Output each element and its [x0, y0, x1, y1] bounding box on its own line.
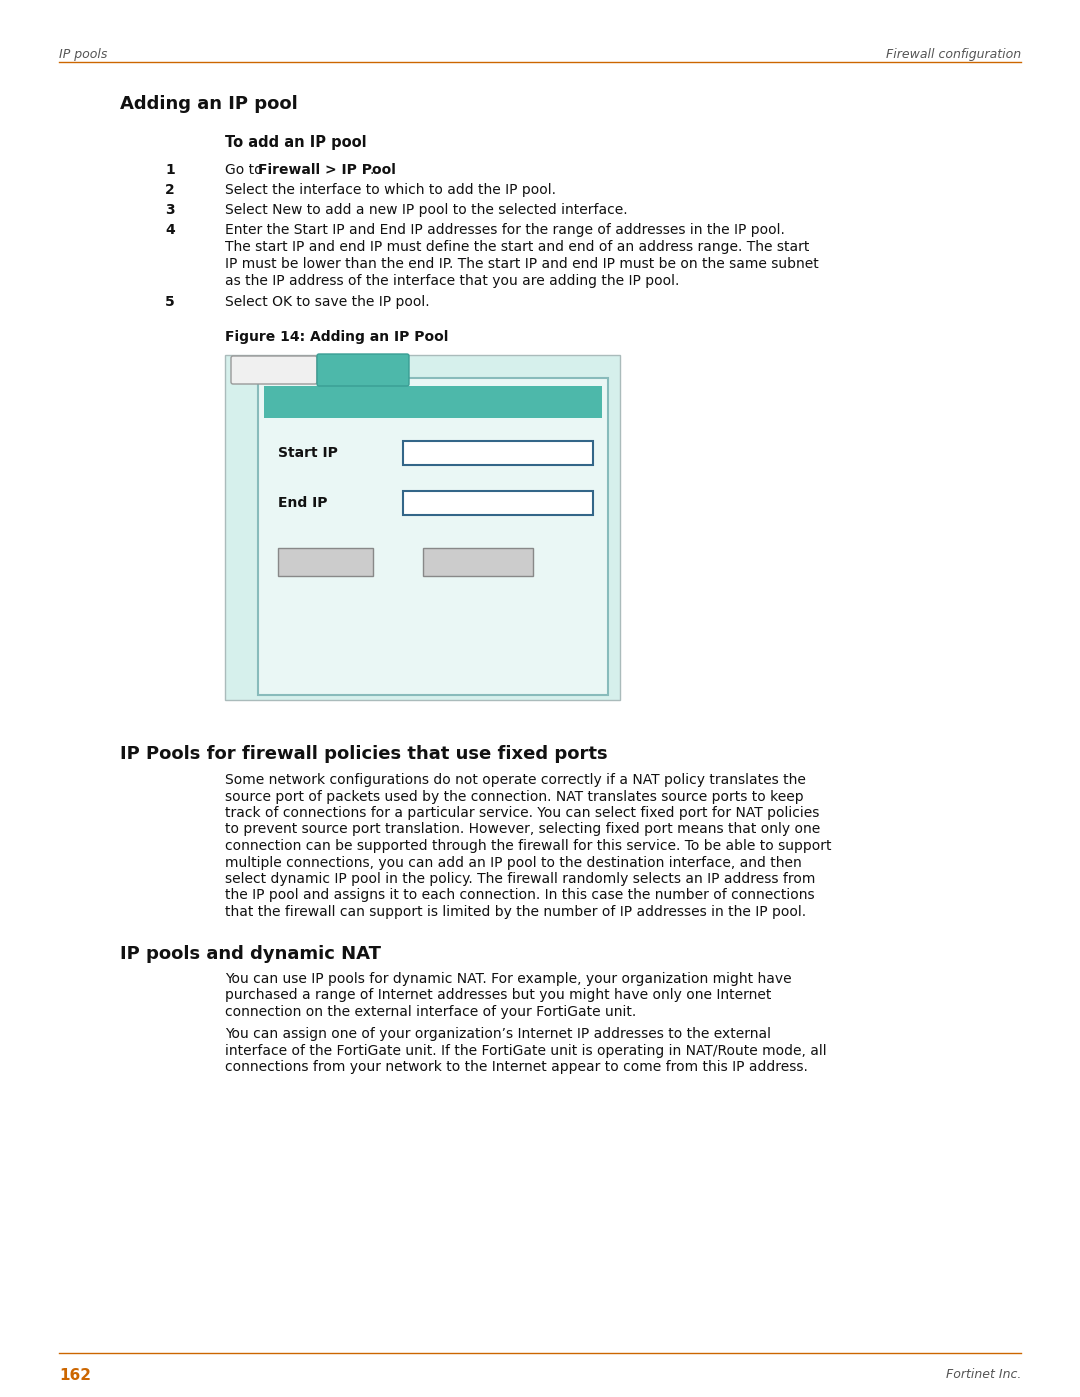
Text: select dynamic IP pool in the policy. The firewall randomly selects an IP addres: select dynamic IP pool in the policy. Th… [225, 872, 815, 886]
Text: connection on the external interface of your FortiGate unit.: connection on the external interface of … [225, 1004, 636, 1018]
Text: Some network configurations do not operate correctly if a NAT policy translates : Some network configurations do not opera… [225, 773, 806, 787]
Text: New Dynamic IP Pool: New Dynamic IP Pool [350, 395, 515, 409]
FancyBboxPatch shape [318, 353, 409, 386]
Text: IP pools: IP pools [59, 47, 107, 61]
Text: OK: OK [315, 555, 336, 569]
Text: To add an IP pool: To add an IP pool [225, 136, 366, 149]
FancyBboxPatch shape [231, 356, 318, 384]
Text: Start IP: Start IP [278, 446, 338, 460]
FancyBboxPatch shape [278, 548, 373, 576]
Text: The start IP and end IP must define the start and end of an address range. The s: The start IP and end IP must define the … [225, 240, 809, 254]
Text: IP must be lower than the end IP. The start IP and end IP must be on the same su: IP must be lower than the end IP. The st… [225, 257, 819, 271]
Text: Go to: Go to [225, 163, 267, 177]
Text: Cancel: Cancel [455, 555, 501, 569]
FancyBboxPatch shape [403, 490, 593, 515]
FancyBboxPatch shape [225, 355, 620, 700]
Text: 192.168.1.20: 192.168.1.20 [408, 496, 501, 510]
Text: Fortinet Inc.: Fortinet Inc. [946, 1368, 1021, 1382]
Text: 192.168.1.10: 192.168.1.10 [408, 446, 501, 460]
Text: interface of the FortiGate unit. If the FortiGate unit is operating in NAT/Route: interface of the FortiGate unit. If the … [225, 1044, 826, 1058]
Text: External: External [332, 363, 394, 377]
Text: You can assign one of your organization’s Internet IP addresses to the external: You can assign one of your organization’… [225, 1027, 771, 1041]
FancyBboxPatch shape [403, 441, 593, 465]
Text: 162: 162 [59, 1368, 91, 1383]
FancyBboxPatch shape [258, 379, 608, 694]
Text: IP pools and dynamic NAT: IP pools and dynamic NAT [120, 944, 381, 963]
Text: Internal: Internal [244, 363, 303, 377]
FancyBboxPatch shape [264, 386, 602, 418]
Text: purchased a range of Internet addresses but you might have only one Internet: purchased a range of Internet addresses … [225, 989, 771, 1003]
Text: multiple connections, you can add an IP pool to the destination interface, and t: multiple connections, you can add an IP … [225, 855, 801, 869]
Text: to prevent source port translation. However, selecting fixed port means that onl: to prevent source port translation. Howe… [225, 823, 820, 837]
Text: source port of packets used by the connection. NAT translates source ports to ke: source port of packets used by the conne… [225, 789, 804, 803]
Text: as the IP address of the interface that you are adding the IP pool.: as the IP address of the interface that … [225, 274, 679, 288]
Text: the IP pool and assigns it to each connection. In this case the number of connec: the IP pool and assigns it to each conne… [225, 888, 814, 902]
Text: 1: 1 [165, 163, 175, 177]
Text: Firewall configuration: Firewall configuration [886, 47, 1021, 61]
Text: Select OK to save the IP pool.: Select OK to save the IP pool. [225, 295, 430, 309]
Text: .: . [369, 163, 374, 177]
Text: that the firewall can support is limited by the number of IP addresses in the IP: that the firewall can support is limited… [225, 905, 806, 919]
Text: End IP: End IP [278, 496, 327, 510]
Text: Adding an IP pool: Adding an IP pool [120, 95, 298, 113]
Text: Select the interface to which to add the IP pool.: Select the interface to which to add the… [225, 183, 556, 197]
Text: 2: 2 [165, 183, 175, 197]
Text: IP Pools for firewall policies that use fixed ports: IP Pools for firewall policies that use … [120, 745, 608, 763]
FancyBboxPatch shape [423, 548, 534, 576]
Text: You can use IP pools for dynamic NAT. For example, your organization might have: You can use IP pools for dynamic NAT. Fo… [225, 972, 792, 986]
Text: 4: 4 [165, 224, 175, 237]
Text: Figure 14: Adding an IP Pool: Figure 14: Adding an IP Pool [225, 330, 448, 344]
Text: 5: 5 [165, 295, 175, 309]
Text: connection can be supported through the firewall for this service. To be able to: connection can be supported through the … [225, 840, 832, 854]
Text: 3: 3 [165, 203, 175, 217]
Text: connections from your network to the Internet appear to come from this IP addres: connections from your network to the Int… [225, 1060, 808, 1074]
Text: Enter the Start IP and End IP addresses for the range of addresses in the IP poo: Enter the Start IP and End IP addresses … [225, 224, 785, 237]
Text: track of connections for a particular service. You can select fixed port for NAT: track of connections for a particular se… [225, 806, 820, 820]
Text: Select New to add a new IP pool to the selected interface.: Select New to add a new IP pool to the s… [225, 203, 627, 217]
Text: Firewall > IP Pool: Firewall > IP Pool [258, 163, 396, 177]
